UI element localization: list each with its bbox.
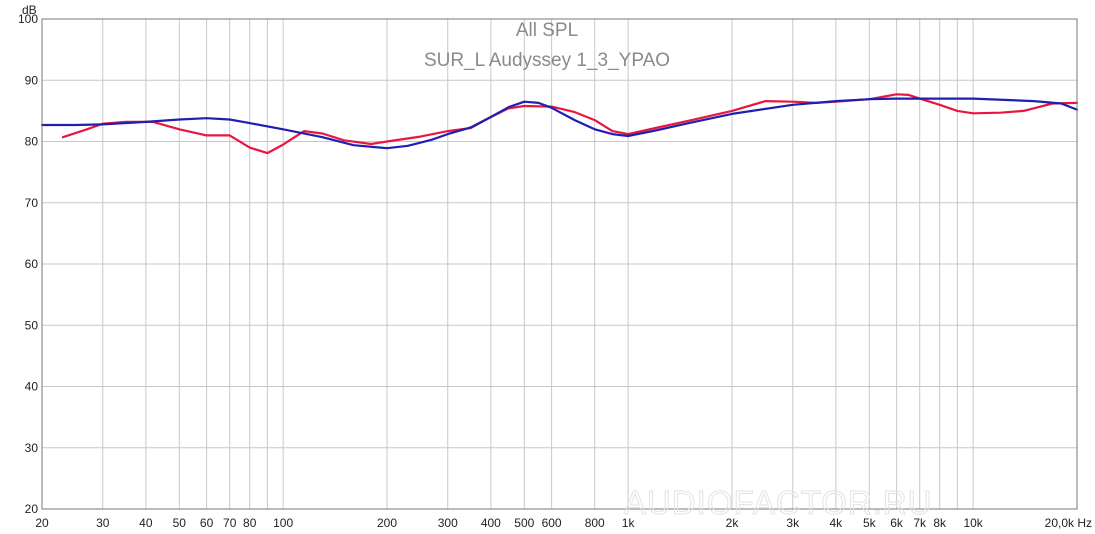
x-tick-label: 7k: [913, 516, 927, 530]
x-tick-label: 3k: [786, 516, 800, 530]
x-tick-label: 2k: [726, 516, 740, 530]
y-axis-label: dB: [22, 3, 37, 17]
x-tick-label: 4k: [830, 516, 844, 530]
x-tick-label: 40: [139, 516, 153, 530]
x-tick-label: 600: [542, 516, 562, 530]
x-tick-label: 1k: [622, 516, 636, 530]
x-tick-label: 200: [377, 516, 397, 530]
x-tick-label: 20,0k Hz: [1045, 516, 1092, 530]
axes: [41, 18, 1078, 510]
x-tick-label: 20: [35, 516, 49, 530]
x-tick-label: 300: [438, 516, 458, 530]
y-tick-label: 90: [25, 73, 39, 87]
series-line-2: [40, 97, 1079, 150]
series-line-1: [61, 93, 1079, 155]
x-tick-label: 70: [223, 516, 237, 530]
x-tick-label: 50: [173, 516, 187, 530]
x-tick-label: 80: [243, 516, 257, 530]
y-tick-label: 80: [25, 135, 39, 149]
plot-frame: [41, 18, 1078, 510]
chart-title: All SPL: [516, 20, 578, 41]
y-tick-label: 70: [25, 196, 39, 210]
x-tick-label: 6k: [890, 516, 904, 530]
x-tick-label: 5k: [863, 516, 877, 530]
x-tick-label: 30: [96, 516, 110, 530]
y-tick-label: 60: [25, 257, 39, 271]
axis-labels: 20 30 40 50 60 70 80 90 100 20 30 40 50 60 70 80 100 200 3…: [18, 12, 1092, 530]
x-tick-label: 500: [514, 516, 534, 530]
x-tick-label: 400: [481, 516, 501, 530]
y-tick-label: 50: [25, 318, 39, 332]
x-tick-label: 800: [585, 516, 605, 530]
y-tick-label: 100: [18, 12, 38, 26]
y-tick-label: 40: [25, 380, 39, 394]
chart-subtitle: SUR_L Audyssey 1_3_YPAO: [424, 50, 670, 71]
series-layer: [40, 93, 1079, 155]
x-tick-label: 8k: [933, 516, 947, 530]
watermark-logo: AUDIOFACTOR.RU: [624, 484, 933, 521]
y-tick-label: 20: [25, 502, 39, 516]
y-tick-label: 30: [25, 441, 39, 455]
x-tick-label: 60: [200, 516, 214, 530]
x-tick-label: 100: [273, 516, 293, 530]
x-tick-label: 10k: [963, 516, 983, 530]
